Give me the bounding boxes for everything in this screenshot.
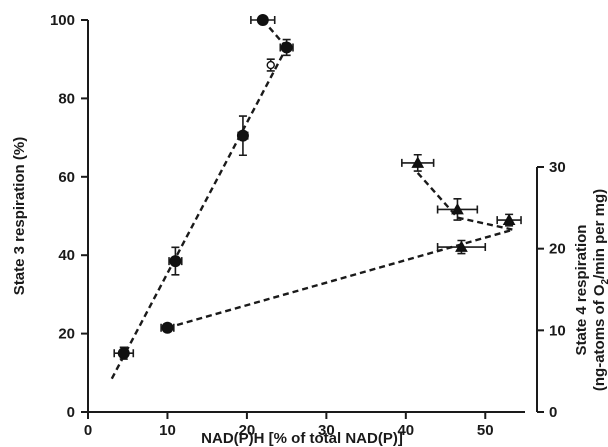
- y2-axis-title-line1: State 4 respiration: [573, 225, 590, 356]
- circle-point: [236, 129, 249, 142]
- x-axis-title: NAD(P)H [% of total NAD(P)]: [201, 430, 403, 447]
- x-tick-label: 20: [239, 422, 256, 439]
- y2-title-prefix: (ng-atoms of O: [591, 284, 608, 391]
- fit-lines: [110, 19, 514, 380]
- circle-point: [169, 255, 182, 268]
- y-axis-title: State 3 respiration (%): [11, 137, 28, 295]
- y2-tick-label: 0: [549, 404, 557, 421]
- y-tick-label: 80: [58, 90, 75, 107]
- y2-title-subscript: 2: [600, 278, 608, 284]
- triangle-point: [411, 156, 425, 168]
- dashed-fit-line: [261, 19, 288, 49]
- triangle-point: [451, 202, 464, 215]
- open-circle-point: [266, 60, 275, 70]
- circle-point: [117, 347, 130, 360]
- x-tick-label: 0: [84, 422, 92, 439]
- y2-tick-label: 30: [549, 159, 566, 176]
- x-tick-label: 30: [318, 422, 335, 439]
- axes: [87, 20, 538, 413]
- x-tick-label: 10: [159, 422, 176, 439]
- x-tick-label: 40: [397, 422, 414, 439]
- y-tick-label: 0: [67, 404, 75, 421]
- error-bars: [113, 16, 522, 360]
- y-tick-label: 60: [58, 169, 75, 186]
- dashed-fit-line: [416, 172, 514, 231]
- triangle-point: [455, 240, 468, 252]
- y2-tick-label: 20: [549, 241, 566, 258]
- y2-axis-title-line2: (ng-atoms of O2/min per mg): [591, 189, 608, 391]
- data-points: [117, 14, 516, 360]
- triangle-point: [502, 213, 516, 225]
- circle-point: [161, 321, 174, 334]
- y2-title-suffix: /min per mg): [591, 189, 608, 279]
- ticks: 0 10 20 30 40 50 0 20 40 60 80 100 0 10 20 30: [50, 12, 566, 439]
- dashed-fit-line: [110, 46, 288, 380]
- y-tick-label: 20: [58, 326, 75, 343]
- y-tick-label: 40: [58, 247, 75, 264]
- x-tick-label: 50: [477, 422, 494, 439]
- circle-point: [256, 14, 269, 26]
- circle-point: [280, 41, 293, 54]
- y-tick-label: 100: [50, 12, 75, 29]
- y2-tick-label: 10: [549, 322, 566, 339]
